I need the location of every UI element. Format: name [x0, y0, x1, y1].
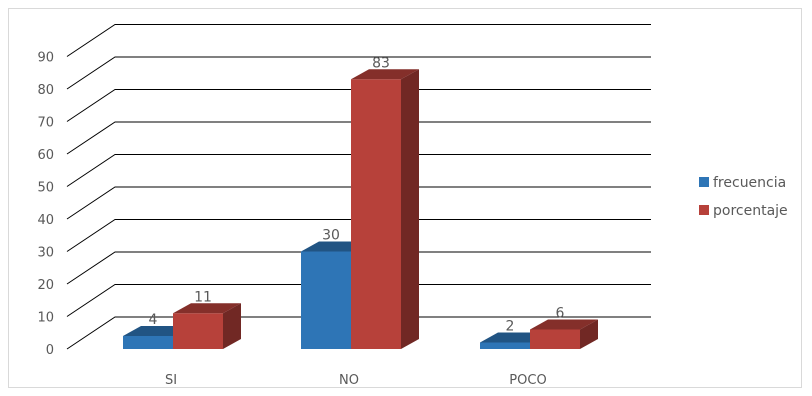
bar-porcentaje-no — [351, 79, 401, 349]
y-tick-label: 60 — [37, 148, 54, 163]
gridline — [66, 24, 651, 57]
y-tick-label: 80 — [37, 83, 54, 98]
bar-frecuencia-poco — [480, 342, 530, 349]
gridline — [66, 56, 651, 90]
gridline — [66, 251, 651, 285]
gridline — [66, 89, 651, 122]
y-tick-label: 10 — [37, 311, 54, 326]
y-tick-label: 40 — [37, 213, 54, 228]
bar-side-face — [401, 69, 419, 349]
data-label: 30 — [322, 228, 340, 244]
legend: frecuencia porcentaje — [699, 175, 788, 219]
data-label: 11 — [194, 289, 212, 305]
bar-top-face — [351, 69, 419, 80]
gridline — [66, 154, 651, 187]
bar-frecuencia-si — [123, 336, 173, 349]
data-labels-layer: 4 11 30 83 2 6 — [149, 55, 565, 334]
y-tick-label: 0 — [46, 343, 54, 358]
gridline — [66, 284, 651, 317]
x-tick-label: POCO — [509, 373, 546, 388]
grid-layer — [66, 24, 651, 350]
legend-swatch — [699, 177, 709, 187]
y-tick-label: 90 — [37, 51, 54, 66]
gridline — [66, 121, 651, 155]
bar-porcentaje-si — [173, 313, 223, 349]
gridline — [66, 219, 651, 252]
x-tick-label: SI — [165, 373, 177, 388]
data-label: 4 — [149, 312, 158, 328]
legend-swatch — [699, 205, 709, 215]
bar-top-face — [173, 303, 241, 314]
x-axis-ticks: SI NO POCO — [165, 373, 547, 388]
bars-layer — [123, 69, 598, 349]
data-label: 83 — [372, 55, 390, 71]
y-tick-label: 70 — [37, 116, 54, 131]
x-tick-label: NO — [339, 373, 359, 388]
bar-frecuencia-no — [301, 251, 351, 349]
bar-side-face — [580, 319, 598, 349]
y-axis-ticks: 0 10 20 30 40 50 60 70 80 90 — [37, 51, 54, 359]
bar-top-face — [530, 319, 598, 330]
y-tick-label: 50 — [37, 181, 54, 196]
y-tick-label: 20 — [37, 278, 54, 293]
legend-label: porcentaje — [713, 203, 788, 219]
bar-side-face — [223, 303, 241, 349]
legend-label: frecuencia — [713, 175, 786, 191]
bar-porcentaje-poco — [530, 329, 580, 349]
gridline — [66, 316, 651, 350]
data-label: 6 — [556, 306, 565, 322]
data-label: 2 — [506, 319, 515, 335]
gridline — [66, 186, 651, 220]
y-tick-label: 30 — [37, 246, 54, 261]
